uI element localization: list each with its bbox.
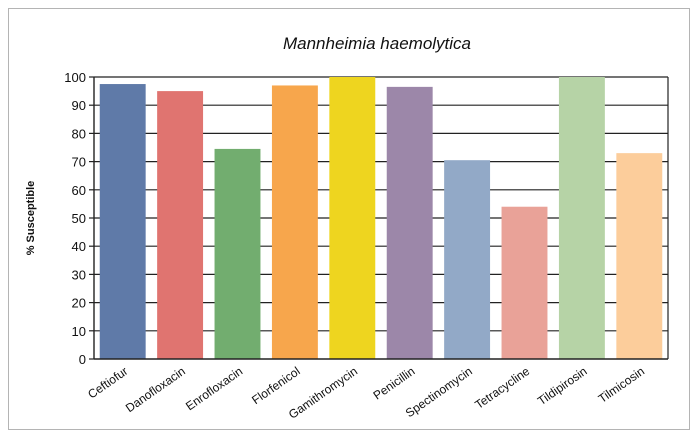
y-tick-label: 20: [72, 296, 86, 311]
bar-penicillin: [386, 86, 433, 360]
bar-tildipirosin: [558, 77, 605, 359]
chart-title: Mannheimia haemolytica: [283, 34, 471, 53]
bar-tetracycline: [501, 206, 548, 359]
y-tick-labels: 0 10 20 30 40 50 60 70 80 90 100: [64, 70, 86, 367]
bar-danofloxacin: [157, 91, 204, 359]
x-tick-label: Ceftiofur: [85, 364, 130, 401]
bar-gamithromycin: [329, 77, 376, 359]
bar-spectinomycin: [444, 160, 491, 359]
y-tick-label: 60: [72, 183, 86, 198]
y-tick-label: 40: [72, 239, 86, 254]
x-tick-label: Tildipirosin: [535, 364, 590, 408]
x-tick-label: Enrofloxacin: [183, 364, 245, 413]
bar-tilmicosin: [616, 153, 663, 359]
y-tick-label: 50: [72, 211, 86, 226]
y-tick-label: 30: [72, 267, 86, 282]
bar-ceftiofur: [99, 84, 146, 360]
y-tick-label: 100: [64, 70, 86, 85]
y-tick-label: 10: [72, 324, 86, 339]
y-tick-label: 90: [72, 98, 86, 113]
y-tick-label: 0: [79, 352, 86, 367]
x-tick-label: Tetracycline: [472, 364, 532, 412]
axes: [93, 77, 669, 360]
x-tick-label: Danofloxacin: [123, 364, 188, 415]
bar-florfenicol: [271, 85, 318, 360]
bars: [99, 77, 663, 360]
x-tick-label: Florfenicol: [249, 364, 302, 407]
y-tick-label: 70: [72, 155, 86, 170]
y-tick-label: 80: [72, 126, 86, 141]
bar-enrofloxacin: [214, 148, 261, 359]
x-tick-label: Tilmicosin: [596, 364, 647, 406]
x-tick-label: Penicillin: [371, 364, 418, 403]
y-axis-label: % Susceptible: [25, 181, 37, 256]
